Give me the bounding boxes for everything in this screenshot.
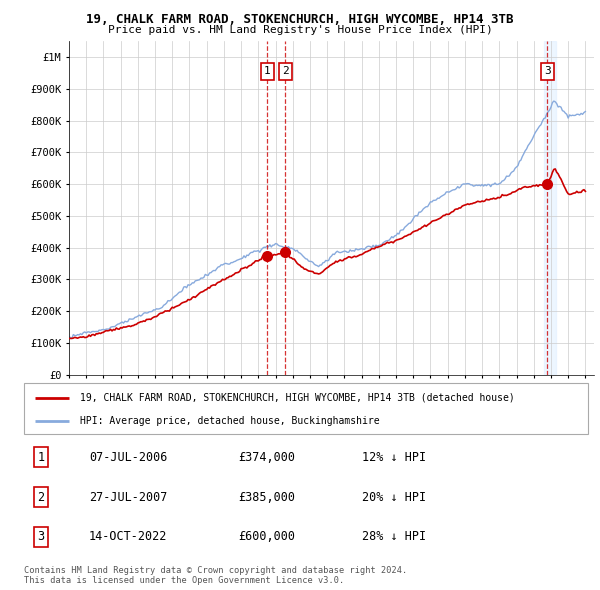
Text: 1: 1 xyxy=(264,67,271,77)
Text: £600,000: £600,000 xyxy=(238,530,295,543)
Text: 19, CHALK FARM ROAD, STOKENCHURCH, HIGH WYCOMBE, HP14 3TB: 19, CHALK FARM ROAD, STOKENCHURCH, HIGH … xyxy=(86,13,514,26)
Text: 3: 3 xyxy=(544,67,551,77)
Text: Price paid vs. HM Land Registry's House Price Index (HPI): Price paid vs. HM Land Registry's House … xyxy=(107,25,493,35)
Text: 12% ↓ HPI: 12% ↓ HPI xyxy=(362,451,427,464)
Text: 2: 2 xyxy=(282,67,289,77)
FancyBboxPatch shape xyxy=(24,384,588,434)
Text: 28% ↓ HPI: 28% ↓ HPI xyxy=(362,530,427,543)
Text: 1: 1 xyxy=(37,451,44,464)
Text: 20% ↓ HPI: 20% ↓ HPI xyxy=(362,490,427,504)
Text: HPI: Average price, detached house, Buckinghamshire: HPI: Average price, detached house, Buck… xyxy=(80,415,380,425)
Text: 07-JUL-2006: 07-JUL-2006 xyxy=(89,451,167,464)
Text: 27-JUL-2007: 27-JUL-2007 xyxy=(89,490,167,504)
Text: 14-OCT-2022: 14-OCT-2022 xyxy=(89,530,167,543)
Text: 19, CHALK FARM ROAD, STOKENCHURCH, HIGH WYCOMBE, HP14 3TB (detached house): 19, CHALK FARM ROAD, STOKENCHURCH, HIGH … xyxy=(80,392,515,402)
Text: £385,000: £385,000 xyxy=(238,490,295,504)
Text: 2: 2 xyxy=(37,490,44,504)
Text: £374,000: £374,000 xyxy=(238,451,295,464)
Bar xyxy=(544,41,556,375)
Text: Contains HM Land Registry data © Crown copyright and database right 2024.
This d: Contains HM Land Registry data © Crown c… xyxy=(24,566,407,585)
Text: 3: 3 xyxy=(37,530,44,543)
